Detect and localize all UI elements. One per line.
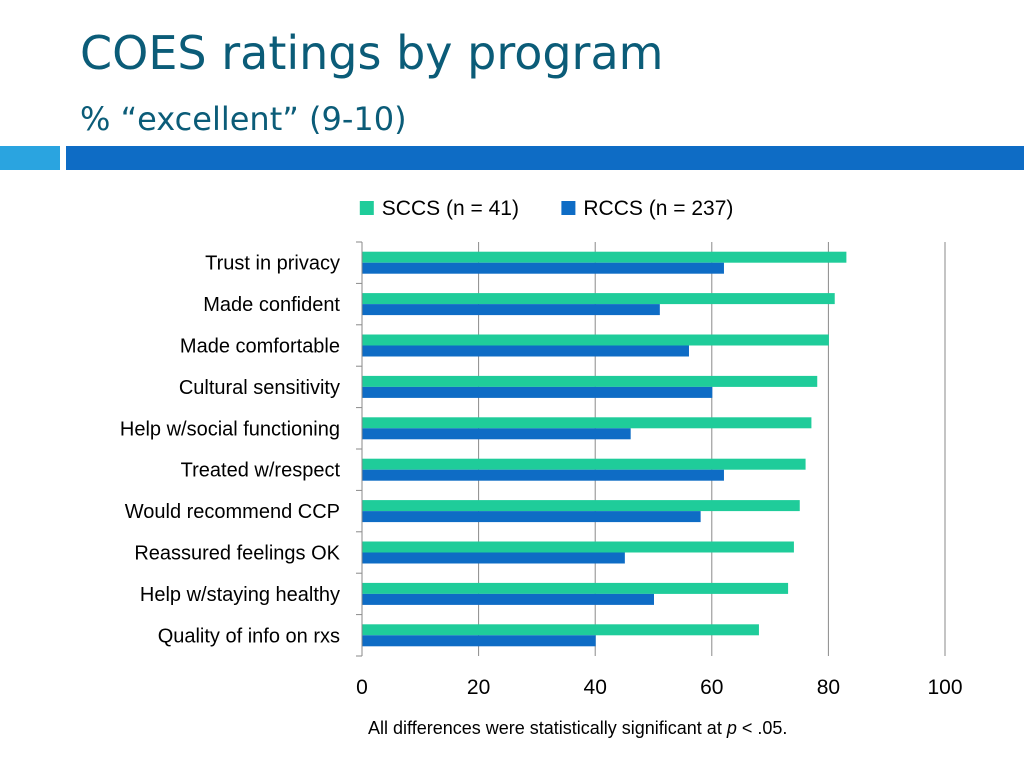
category-label: Cultural sensitivity — [179, 377, 340, 399]
x-tick-label: 0 — [356, 676, 368, 699]
bar-sccs — [362, 417, 812, 429]
bar-rccs — [362, 552, 625, 564]
category-label: Would recommend CCP — [125, 501, 340, 523]
x-tick-label: 60 — [700, 676, 723, 699]
footnote-text: All differences were statistically signi… — [368, 718, 727, 738]
bar-sccs — [362, 541, 794, 553]
accent-bar-right — [66, 146, 1024, 170]
category-label: Made confident — [203, 294, 340, 316]
footnote: All differences were statistically signi… — [368, 718, 787, 739]
bar-sccs — [362, 624, 759, 636]
footnote-symbol: p — [726, 718, 737, 738]
category-label: Quality of info on rxs — [158, 625, 340, 647]
category-label: Help w/social functioning — [120, 418, 340, 440]
footnote-tail: < .05. — [736, 718, 788, 738]
x-tick-label: 40 — [584, 676, 607, 699]
bar-rccs — [362, 304, 660, 316]
slide-title: COES ratings by program — [80, 26, 664, 80]
category-label: Treated w/respect — [181, 460, 341, 482]
category-label: Made comfortable — [180, 336, 340, 358]
bar-sccs — [362, 458, 806, 470]
x-tick-label: 80 — [817, 676, 840, 699]
bar-rccs — [362, 386, 713, 398]
accent-bar-left — [0, 146, 60, 170]
bar-rccs — [362, 345, 689, 357]
category-label: Trust in privacy — [205, 253, 340, 275]
category-label: Help w/staying healthy — [140, 584, 340, 606]
bar-chart: Trust in privacy Made confident Made comfo… — [120, 197, 963, 699]
bar-sccs — [362, 582, 789, 594]
bar-sccs — [362, 251, 847, 263]
bar-rccs — [362, 469, 724, 481]
bar-rccs — [362, 593, 654, 605]
bar-sccs — [362, 293, 835, 305]
legend-label-sccs: SCCS (n = 41) — [382, 197, 519, 220]
slide-subtitle: % “excellent” (9-10) — [80, 100, 407, 138]
legend-swatch-sccs — [359, 201, 374, 215]
bar-sccs — [362, 500, 800, 512]
x-tick-label: 20 — [467, 676, 490, 699]
bar-sccs — [362, 334, 829, 346]
legend-label-rccs: RCCS (n = 237) — [583, 197, 733, 220]
bar-sccs — [362, 375, 818, 387]
x-tick-label: 100 — [927, 676, 962, 699]
bar-rccs — [362, 428, 631, 440]
legend-swatch-rccs — [561, 201, 576, 215]
bar-rccs — [362, 262, 724, 274]
category-label: Reassured feelings OK — [134, 543, 340, 565]
bar-rccs — [362, 635, 596, 647]
bar-rccs — [362, 511, 701, 523]
